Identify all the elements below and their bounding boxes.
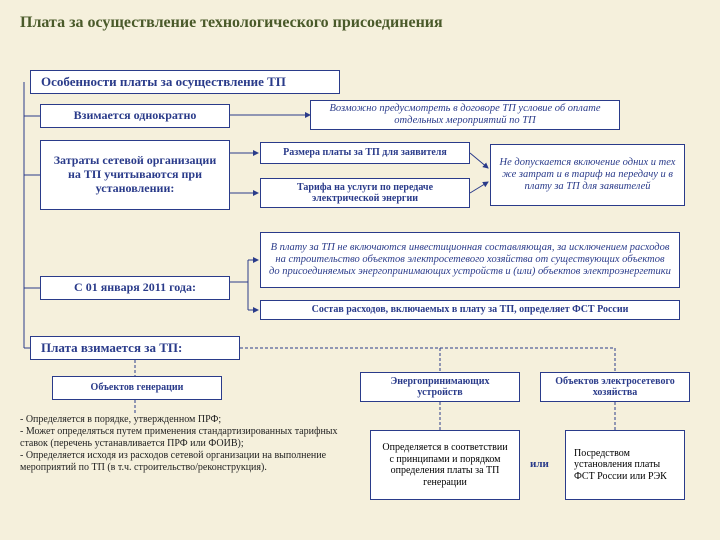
box-no-invest: В плату за ТП не включаются инвестиционн… (260, 232, 680, 288)
box-costs: Затраты сетевой организации на ТП учитыв… (40, 140, 230, 210)
box-tariff: Тарифа на услуги по передаче электрическ… (260, 178, 470, 208)
box-no-double: Не допускается включение одних и тех же … (490, 144, 685, 206)
box-fee-size: Размера платы за ТП для заявителя (260, 142, 470, 164)
box-energy-devices: Энергопринимающих устройств (360, 372, 520, 402)
box-fst-rek: Посредством установления платы ФСТ Росси… (565, 430, 685, 500)
box-gen-principles: Определяется в соответствии с принципами… (370, 430, 520, 500)
box-gen-objects: Объектов генерации (52, 376, 222, 400)
page-title: Плата за осуществление технологического … (20, 14, 700, 32)
box-grid-objects: Объектов электросетевого хозяйства (540, 372, 690, 402)
box-features: Особенности платы за осуществление ТП (30, 70, 340, 94)
box-fee-for: Плата взимается за ТП: (30, 336, 240, 360)
note-determination: - Определяется в порядке, утвержденном П… (20, 414, 350, 474)
box-contract-condition: Возможно предусмотреть в договоре ТП усл… (310, 100, 620, 130)
box-once: Взимается однократно (40, 104, 230, 128)
box-fst: Состав расходов, включаемых в плату за Т… (260, 300, 680, 320)
label-or: или (530, 458, 549, 470)
box-since-2011: С 01 января 2011 года: (40, 276, 230, 300)
